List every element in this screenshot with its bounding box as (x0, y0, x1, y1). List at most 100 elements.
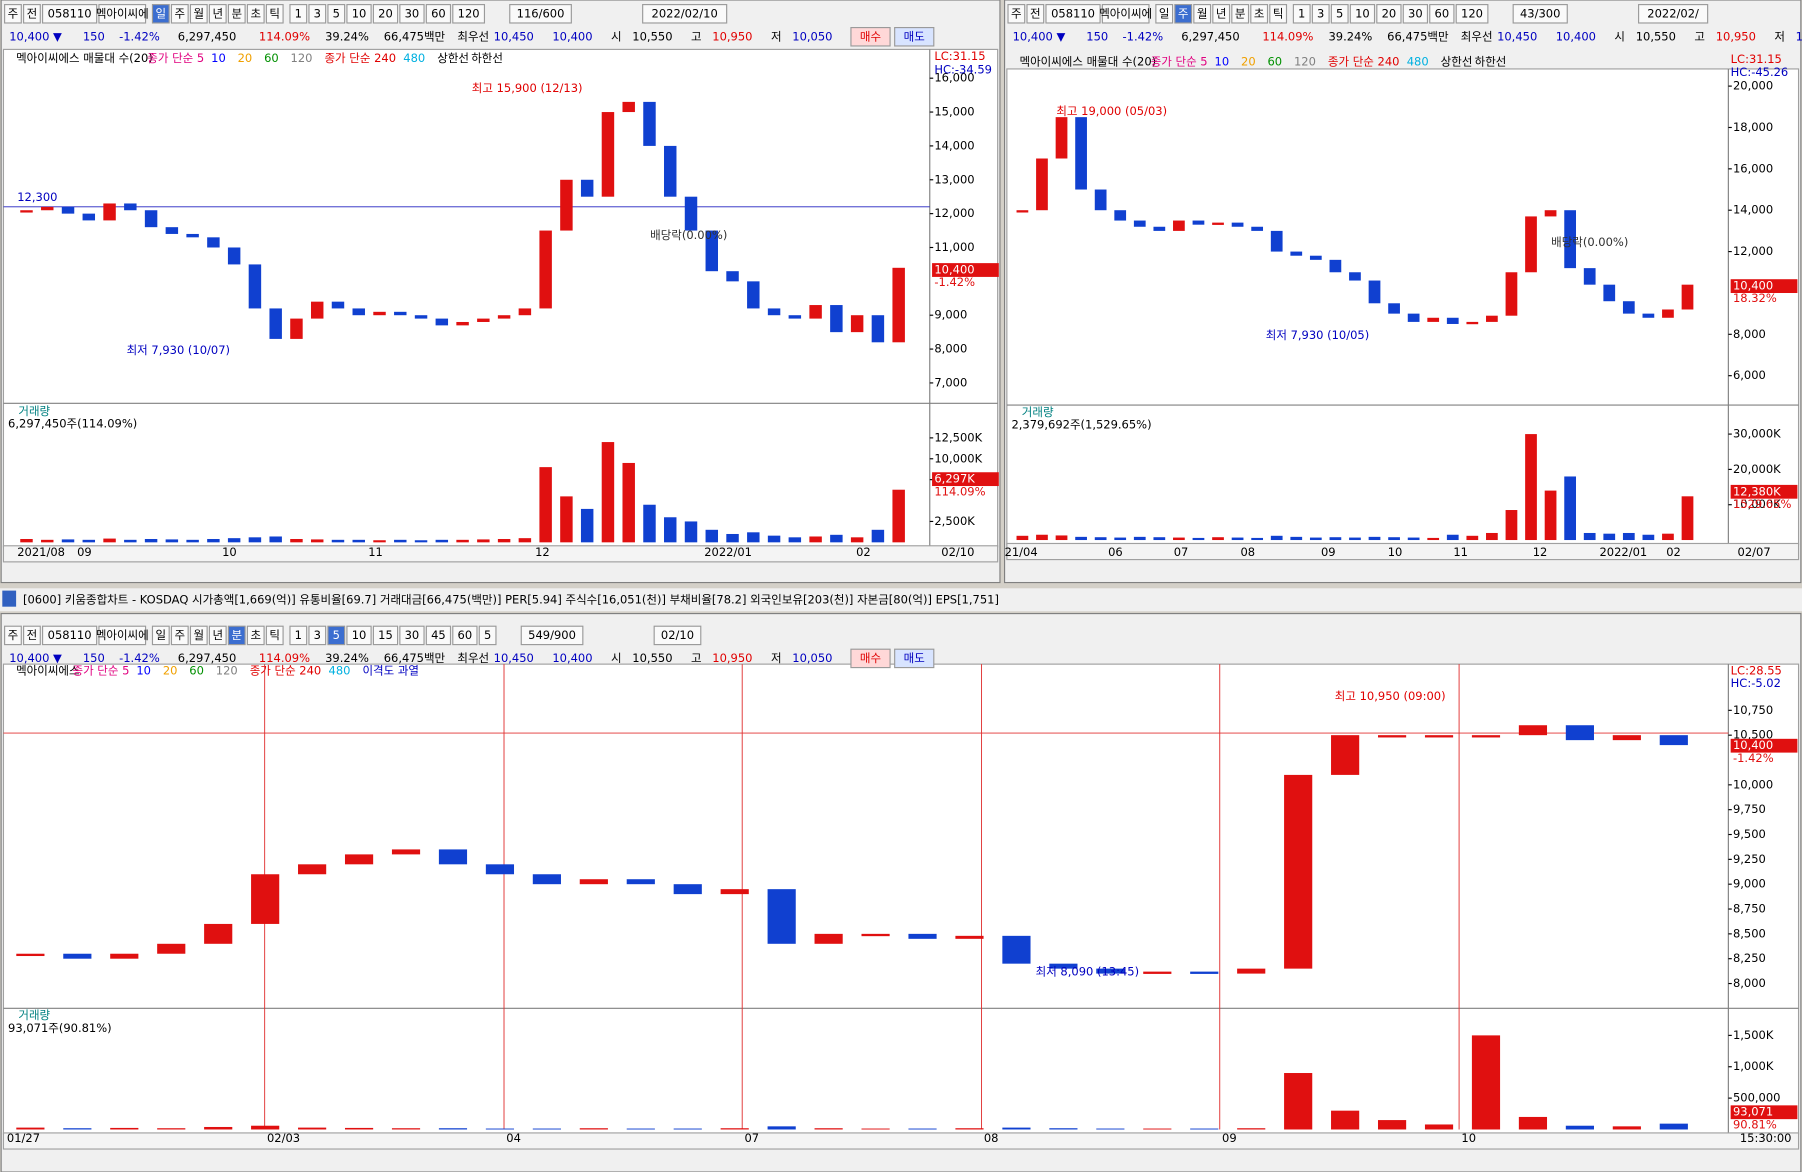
interval-button-label[interactable]: 15 (378, 628, 393, 642)
period-button-label[interactable]: 일 (156, 6, 167, 20)
date-field[interactable] (642, 4, 728, 24)
date-field[interactable] (653, 625, 702, 646)
interval-button[interactable] (1349, 4, 1376, 24)
order-button[interactable] (894, 27, 935, 47)
interval-button-label[interactable]: 10 (1355, 6, 1370, 20)
date-field-label[interactable]: 2022/02/ (1647, 6, 1699, 20)
interval-field[interactable] (478, 625, 497, 646)
period-button[interactable] (1155, 4, 1174, 24)
order-button[interactable] (894, 648, 935, 669)
interval-button[interactable] (327, 4, 346, 24)
interval-button-label[interactable]: 5 (333, 628, 340, 642)
period-button-label[interactable]: 틱 (1273, 6, 1284, 20)
interval-button[interactable] (346, 625, 372, 646)
interval-button[interactable] (1292, 4, 1311, 24)
interval-button[interactable] (289, 4, 308, 24)
period-button[interactable] (246, 625, 265, 646)
period-button-label[interactable]: 초 (250, 6, 261, 20)
order-button[interactable] (850, 648, 891, 669)
interval-field-label[interactable]: 5 (484, 628, 491, 642)
interval-button[interactable] (1311, 4, 1330, 24)
date-field-label[interactable]: 02/10 (661, 628, 694, 642)
interval-button-label[interactable]: 60 (458, 628, 473, 642)
interval-button[interactable] (425, 625, 452, 646)
toolbar-field[interactable] (42, 625, 98, 646)
period-button[interactable] (170, 4, 189, 24)
period-button[interactable] (227, 4, 246, 24)
interval-button-label[interactable]: 30 (405, 628, 420, 642)
period-button[interactable] (189, 4, 208, 24)
toolbar-field-label[interactable]: 멕아이씨에 (96, 6, 149, 20)
toolbar-field-label[interactable]: 주 (8, 628, 19, 642)
interval-button-label[interactable]: 1 (295, 6, 302, 20)
period-button-label[interactable]: 주 (175, 6, 186, 20)
toolbar-field-label[interactable]: 058110 (48, 628, 92, 642)
period-button[interactable] (1250, 4, 1269, 24)
interval-button-label[interactable]: 60 (1435, 6, 1450, 20)
order-button-label[interactable]: 매수 (860, 651, 881, 665)
interval-button-label[interactable]: 1 (1298, 6, 1305, 20)
toolbar-field-label[interactable]: 전 (27, 628, 38, 642)
period-button-label[interactable]: 틱 (269, 6, 280, 20)
period-button-label[interactable]: 월 (193, 628, 204, 642)
period-button[interactable] (1212, 4, 1231, 24)
period-button-label[interactable]: 일 (1159, 6, 1170, 20)
toolbar-field-label[interactable]: 전 (1030, 6, 1041, 20)
period-button[interactable] (1193, 4, 1212, 24)
period-button-label[interactable]: 월 (1197, 6, 1208, 20)
count-field[interactable] (509, 4, 572, 24)
period-button-label[interactable]: 초 (1254, 6, 1265, 20)
interval-button[interactable] (1455, 4, 1489, 24)
interval-button[interactable] (372, 4, 399, 24)
toolbar-field[interactable] (1007, 4, 1026, 24)
interval-button[interactable] (399, 4, 425, 24)
period-button-label[interactable]: 년 (212, 6, 223, 20)
order-button-label[interactable]: 매수 (860, 29, 881, 43)
period-button[interactable] (1269, 4, 1288, 24)
interval-button-label[interactable]: 60 (431, 6, 446, 20)
period-button[interactable] (189, 625, 208, 646)
interval-button-label[interactable]: 1 (295, 628, 302, 642)
toolbar-field-label[interactable]: 058110 (1051, 6, 1095, 20)
period-button[interactable] (265, 4, 284, 24)
interval-button[interactable] (308, 625, 327, 646)
interval-button-label[interactable]: 20 (378, 6, 393, 20)
period-button[interactable] (208, 625, 227, 646)
interval-button[interactable] (289, 625, 308, 646)
interval-button[interactable] (452, 4, 486, 24)
interval-button[interactable] (346, 4, 372, 24)
order-button-label[interactable]: 매도 (904, 29, 925, 43)
order-button[interactable] (850, 27, 891, 47)
interval-button[interactable] (372, 625, 399, 646)
toolbar-field-label[interactable]: 멕아이씨에 (96, 628, 149, 642)
count-field[interactable] (1512, 4, 1568, 24)
interval-button[interactable] (399, 625, 425, 646)
toolbar-field-label[interactable]: 전 (27, 6, 38, 20)
count-field-label[interactable]: 116/600 (517, 6, 565, 20)
interval-button-label[interactable]: 3 (314, 628, 321, 642)
period-button[interactable] (151, 625, 170, 646)
interval-button[interactable] (1402, 4, 1429, 24)
period-button-label[interactable]: 년 (212, 628, 223, 642)
interval-button[interactable] (1429, 4, 1455, 24)
date-field[interactable] (1638, 4, 1709, 24)
period-button[interactable] (265, 625, 284, 646)
period-button-label[interactable]: 월 (193, 6, 204, 20)
period-button[interactable] (1231, 4, 1250, 24)
interval-button-label[interactable]: 120 (458, 6, 480, 20)
period-button-label[interactable]: 주 (1178, 6, 1189, 20)
toolbar-field-label[interactable]: 주 (8, 6, 19, 20)
period-button-label[interactable]: 분 (231, 628, 242, 642)
count-field-label[interactable]: 43/300 (1520, 6, 1560, 20)
toolbar-field-label[interactable]: 주 (1011, 6, 1022, 20)
toolbar-field-label[interactable]: 058110 (48, 6, 92, 20)
interval-button-label[interactable]: 10 (352, 628, 367, 642)
period-button-label[interactable]: 초 (250, 628, 261, 642)
order-button-label[interactable]: 매도 (904, 651, 925, 665)
period-button[interactable] (1174, 4, 1193, 24)
period-button[interactable] (227, 625, 246, 646)
toolbar-field[interactable] (42, 4, 98, 24)
period-button-label[interactable]: 일 (156, 628, 167, 642)
toolbar-field[interactable] (98, 4, 147, 24)
interval-button-label[interactable]: 30 (405, 6, 420, 20)
